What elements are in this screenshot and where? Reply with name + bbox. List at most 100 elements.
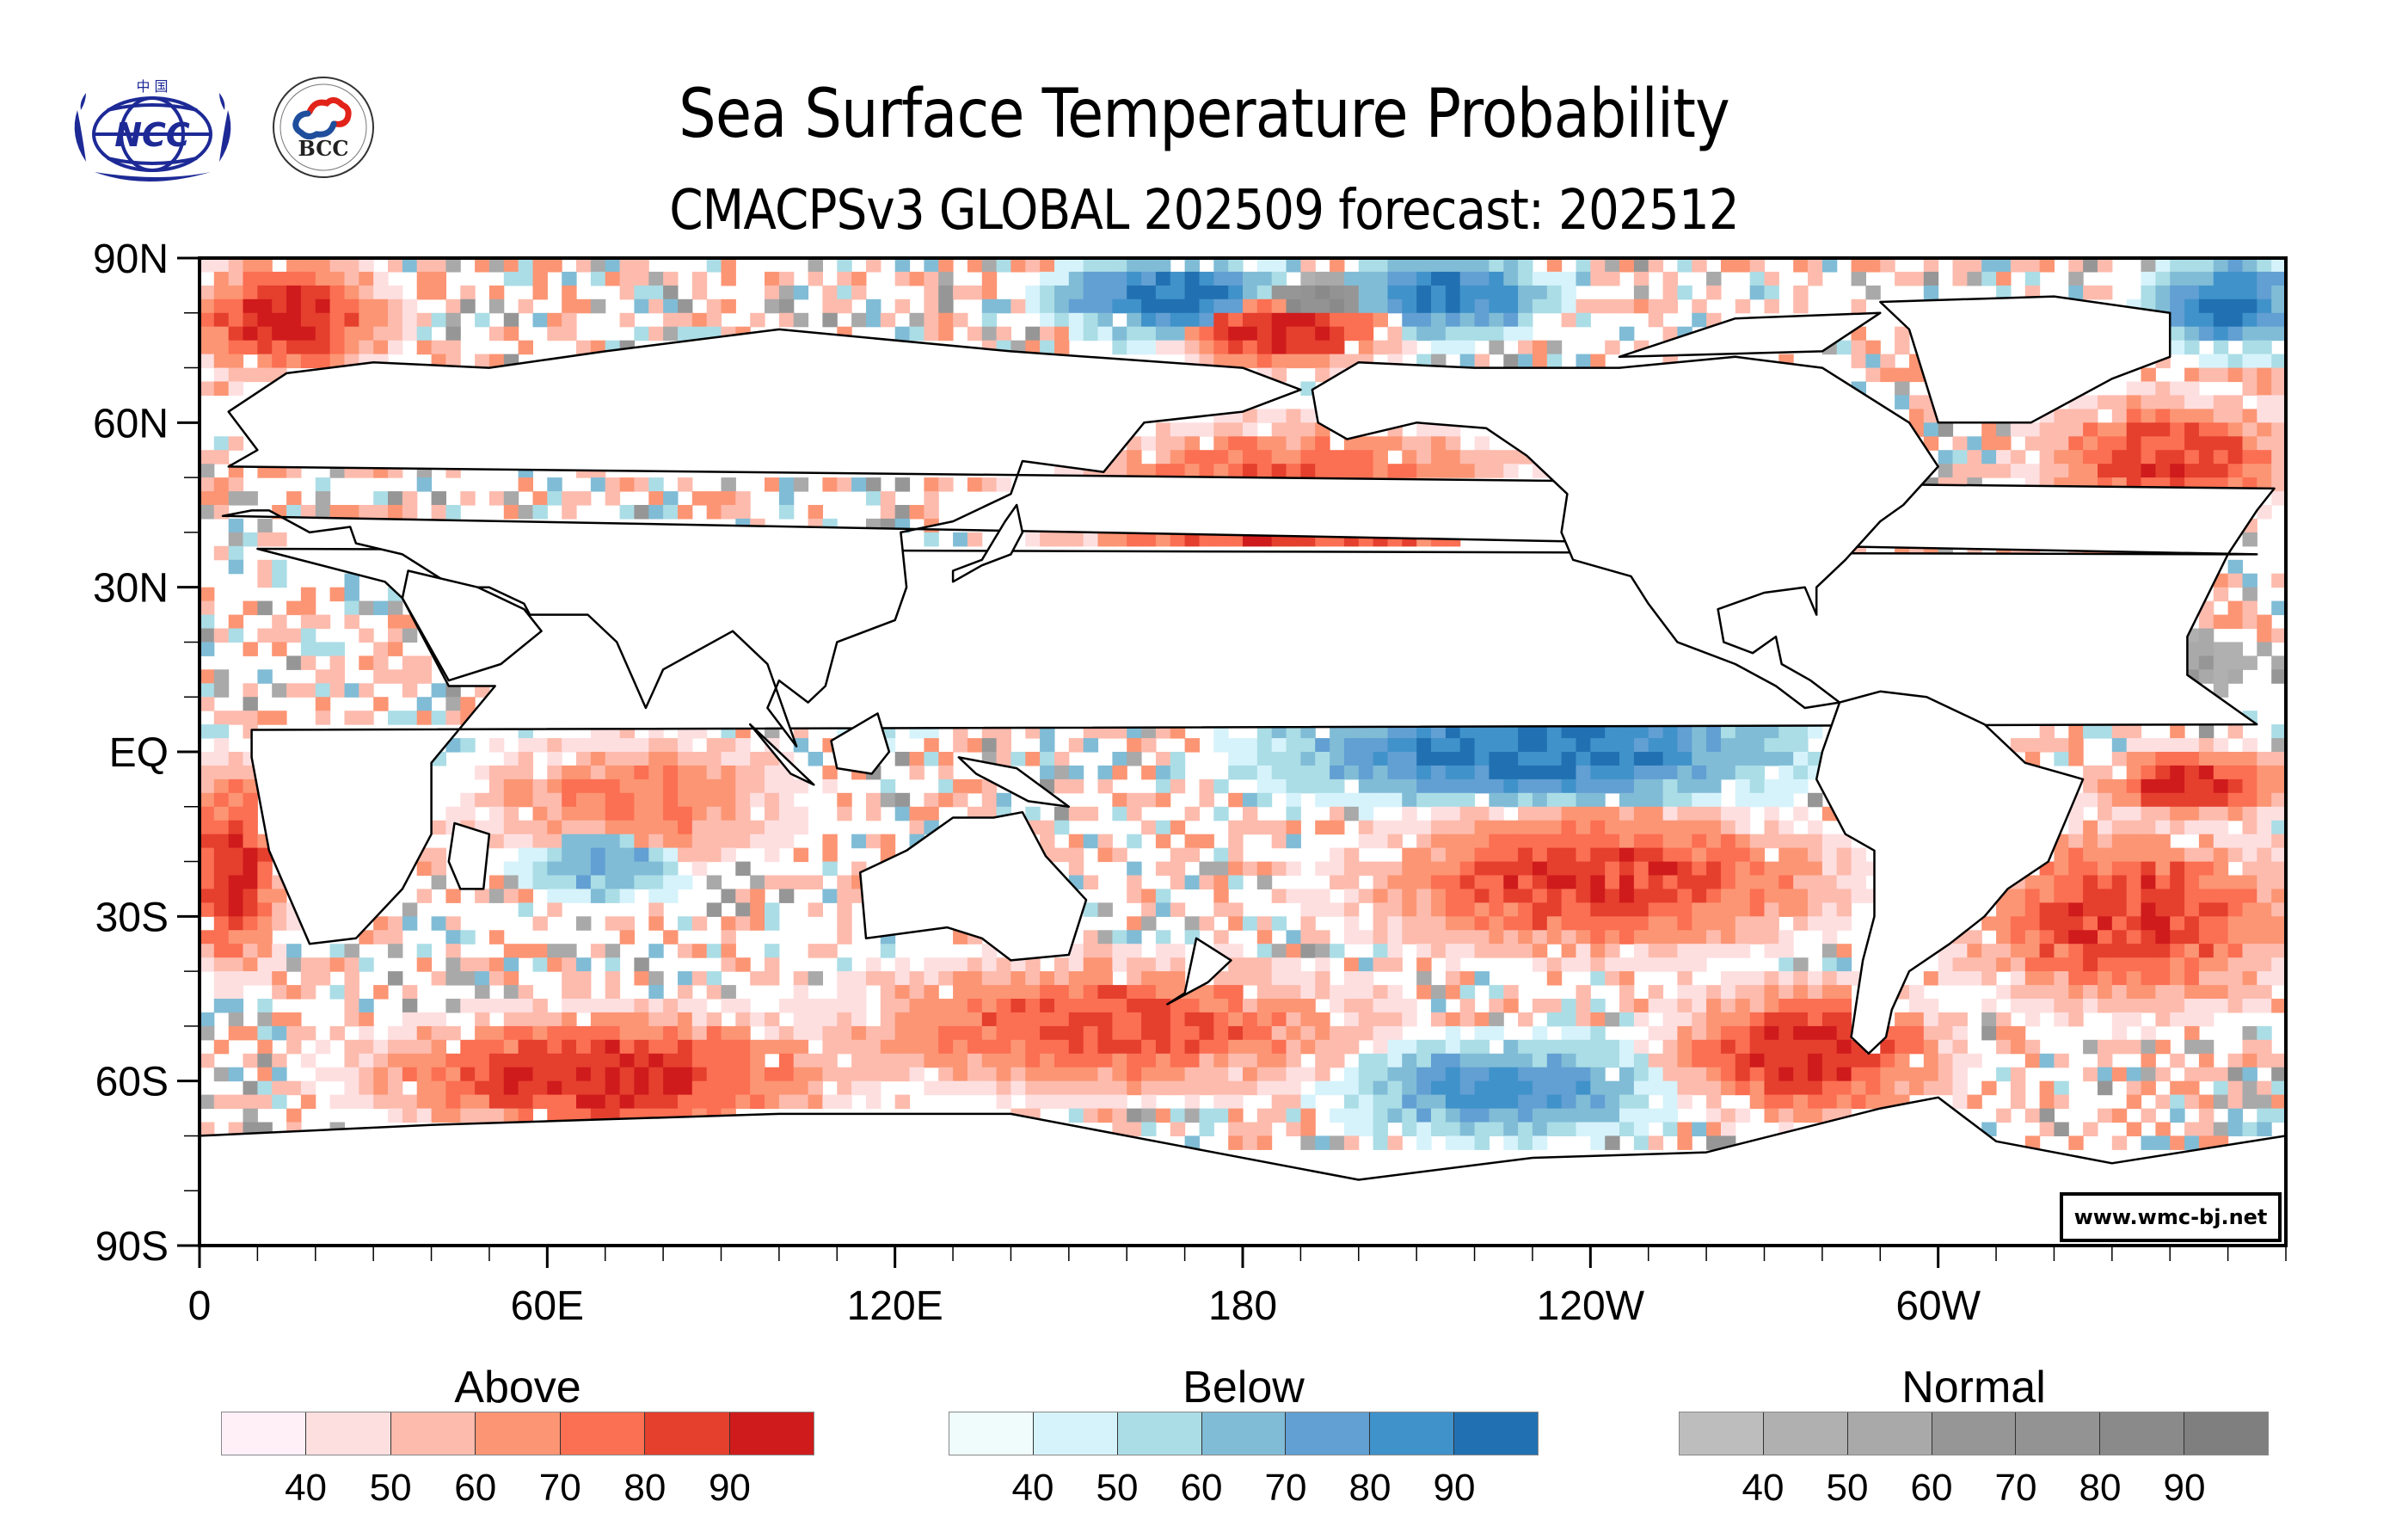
probability-cell xyxy=(1735,1039,1751,1055)
probability-cell xyxy=(445,312,461,328)
probability-cell xyxy=(2155,834,2171,849)
probability-cell xyxy=(2010,1067,2026,1082)
probability-cell xyxy=(402,669,418,684)
probability-cell xyxy=(1228,1094,1244,1110)
probability-cell xyxy=(2170,298,2185,314)
probability-cell xyxy=(562,505,577,520)
probability-cell xyxy=(431,505,446,520)
probability-cell xyxy=(1387,1108,1403,1123)
probability-cell xyxy=(663,820,679,835)
probability-cell xyxy=(1938,422,1954,437)
probability-cell xyxy=(1213,902,1229,917)
probability-cell xyxy=(1981,944,1997,958)
probability-cell xyxy=(2227,724,2243,739)
probability-cell xyxy=(300,614,316,630)
probability-cell xyxy=(1315,778,1330,794)
probability-cell xyxy=(315,340,331,355)
probability-cell xyxy=(765,271,780,286)
probability-cell xyxy=(518,1094,533,1110)
probability-cell xyxy=(2271,999,2287,1013)
probability-cell xyxy=(1358,806,1374,821)
probability-cell xyxy=(2227,1122,2243,1136)
probability-cell xyxy=(678,1039,693,1055)
legend-color-box xyxy=(1454,1412,1539,1455)
probability-cell xyxy=(1170,271,1186,286)
probability-cell xyxy=(300,642,316,656)
probability-cell xyxy=(721,491,736,506)
probability-cell xyxy=(590,1012,606,1027)
probability-cell xyxy=(1662,765,1678,780)
probability-cell xyxy=(1199,326,1214,342)
probability-cell xyxy=(1590,944,1606,958)
probability-cell xyxy=(1256,971,1273,986)
probability-cell xyxy=(663,285,679,300)
legend-normal-title: Normal xyxy=(1901,1363,2046,1412)
probability-cell xyxy=(2170,999,2185,1013)
probability-cell xyxy=(213,724,230,739)
probability-cell xyxy=(894,1067,911,1082)
probability-cell xyxy=(200,889,215,903)
probability-cell xyxy=(938,1080,954,1096)
probability-cell xyxy=(1692,1039,1707,1055)
probability-cell xyxy=(691,752,708,766)
probability-cell xyxy=(1576,1094,1591,1110)
probability-cell xyxy=(562,326,577,342)
probability-cell xyxy=(1025,1012,1041,1027)
probability-cell xyxy=(1503,861,1519,877)
probability-cell xyxy=(373,1039,389,1055)
probability-cell xyxy=(2213,738,2229,753)
probability-cell xyxy=(1561,1108,1576,1123)
probability-cell xyxy=(1300,930,1316,945)
probability-cell xyxy=(488,1108,505,1123)
probability-cell xyxy=(822,1039,838,1055)
probability-cell xyxy=(1518,285,1533,300)
probability-cell xyxy=(1721,1012,1736,1027)
probability-cell xyxy=(1040,271,1055,286)
probability-cell xyxy=(735,778,751,794)
probability-cell xyxy=(1735,834,1751,849)
probability-cell xyxy=(1749,271,1766,286)
probability-cell xyxy=(1764,1080,1779,1096)
probability-cell xyxy=(460,999,476,1013)
probability-cell xyxy=(2170,340,2185,355)
probability-cell xyxy=(1648,1108,1664,1123)
probability-cell xyxy=(2257,806,2272,821)
probability-cell xyxy=(1431,738,1447,753)
probability-cell xyxy=(1155,752,1171,766)
probability-cell xyxy=(2271,765,2287,780)
probability-cell xyxy=(1315,765,1330,780)
probability-cell xyxy=(1155,464,1171,478)
probability-cell xyxy=(2213,326,2229,342)
legend-tick-label: 70 xyxy=(1264,1467,1307,1509)
probability-cell xyxy=(1213,806,1229,821)
probability-cell xyxy=(1735,752,1751,766)
probability-cell xyxy=(2039,1094,2055,1110)
probability-cell xyxy=(2111,889,2128,903)
probability-cell xyxy=(2141,778,2156,794)
probability-cell xyxy=(1735,861,1751,877)
probability-cell xyxy=(2227,600,2243,616)
probability-cell xyxy=(706,820,722,835)
probability-cell xyxy=(1778,1012,1794,1027)
probability-cell xyxy=(1576,875,1591,889)
probability-cell xyxy=(1489,450,1504,465)
probability-cell xyxy=(619,505,635,520)
probability-cell xyxy=(1619,298,1635,314)
probability-cell xyxy=(866,258,882,273)
probability-cell xyxy=(1692,778,1707,794)
probability-cell xyxy=(445,258,461,273)
probability-cell xyxy=(1127,340,1142,355)
probability-cell xyxy=(619,738,635,753)
probability-cell xyxy=(1808,834,1823,849)
probability-cell xyxy=(475,258,490,273)
probability-cell xyxy=(272,916,287,931)
probability-cell xyxy=(1633,724,1649,739)
probability-cell xyxy=(967,532,983,547)
probability-cell xyxy=(213,711,230,725)
probability-cell xyxy=(1213,1067,1229,1082)
probability-cell xyxy=(1416,916,1432,931)
probability-cell xyxy=(1054,999,1070,1013)
probability-cell xyxy=(1054,957,1070,972)
probability-cell xyxy=(2111,1012,2128,1027)
probability-cell xyxy=(315,258,331,273)
